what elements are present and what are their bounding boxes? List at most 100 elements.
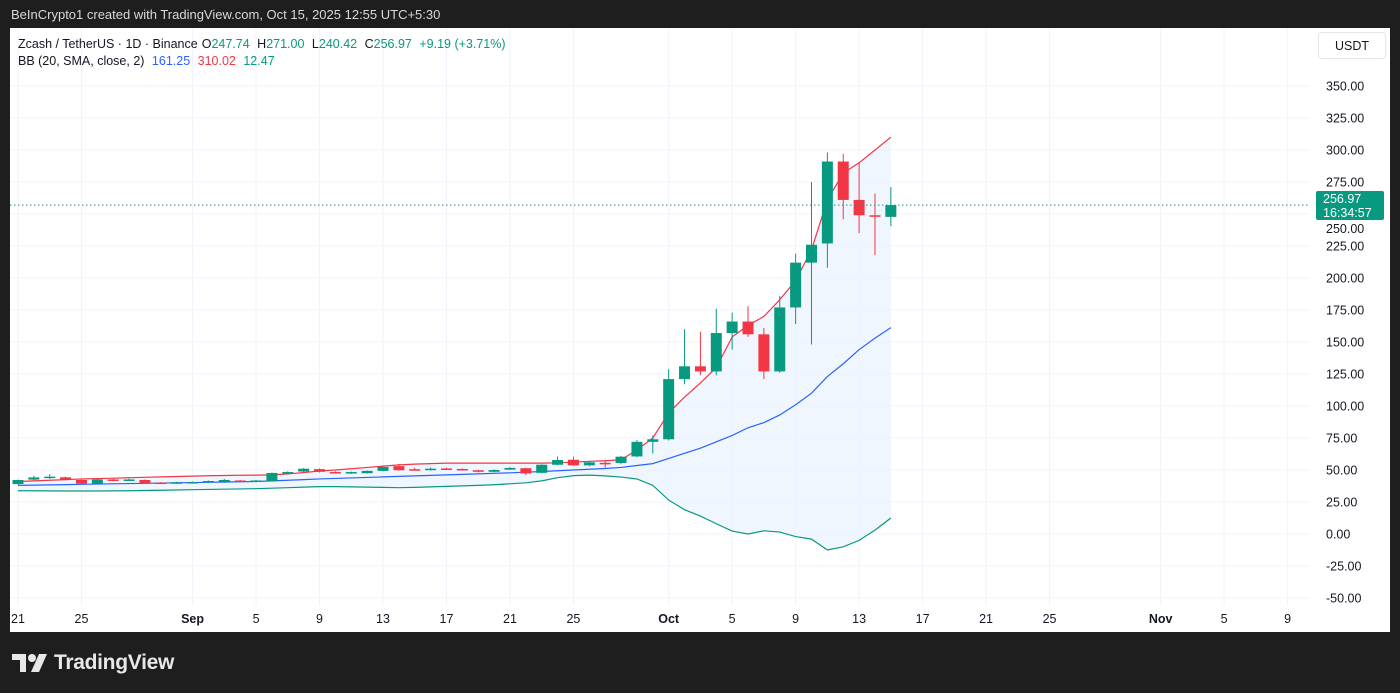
y-tick-label: 50.00 bbox=[1326, 464, 1357, 478]
last-price-label: 256.97 16:34:57 bbox=[1316, 191, 1384, 221]
candle-body bbox=[60, 477, 72, 480]
candle bbox=[869, 193, 881, 255]
candle bbox=[774, 295, 786, 373]
candle-body bbox=[615, 456, 627, 463]
close-label: C bbox=[364, 37, 374, 51]
candle bbox=[314, 468, 326, 473]
candle-body bbox=[409, 469, 421, 471]
candle bbox=[440, 467, 452, 470]
indicator-name[interactable]: BB (20, SMA, close, 2) bbox=[18, 54, 145, 68]
candle bbox=[298, 467, 310, 473]
x-tick-label: Sep bbox=[181, 612, 204, 626]
candle bbox=[520, 467, 532, 476]
x-tick-label: 25 bbox=[75, 612, 89, 626]
candle-body bbox=[488, 470, 500, 472]
y-tick-label: 0.00 bbox=[1326, 528, 1350, 542]
y-tick-label: 200.00 bbox=[1326, 272, 1364, 286]
candle-body bbox=[123, 479, 135, 481]
candle-body bbox=[155, 482, 167, 485]
close-value: 256.97 bbox=[373, 37, 412, 51]
candle bbox=[329, 471, 341, 474]
candle bbox=[361, 470, 373, 474]
candle-body bbox=[314, 469, 326, 472]
candle-body bbox=[456, 468, 468, 471]
candle-body bbox=[202, 481, 214, 483]
candle-body bbox=[107, 479, 119, 481]
candle bbox=[139, 479, 151, 484]
price-chart[interactable]: 350.00325.00300.00275.00250.00225.00200.… bbox=[10, 28, 1390, 632]
bollinger-band-fill bbox=[18, 137, 891, 550]
y-tick-label: 350.00 bbox=[1326, 80, 1364, 94]
bb-lower-value: 12.47 bbox=[243, 54, 275, 68]
candle bbox=[472, 469, 484, 473]
candle-body bbox=[187, 482, 199, 484]
candle bbox=[536, 464, 548, 474]
x-tick-label: 9 bbox=[792, 612, 799, 626]
candle bbox=[282, 471, 294, 474]
candle-body bbox=[663, 379, 675, 440]
y-tick-label: 325.00 bbox=[1326, 112, 1364, 126]
high-value: 271.00 bbox=[266, 37, 305, 51]
y-tick-label: 100.00 bbox=[1326, 400, 1364, 414]
candle bbox=[821, 152, 833, 268]
candle-body bbox=[12, 479, 24, 485]
x-tick-label: 13 bbox=[376, 612, 390, 626]
high-label: H bbox=[257, 37, 267, 51]
candle bbox=[91, 478, 103, 485]
bb-upper-value: 310.02 bbox=[197, 54, 236, 68]
candle bbox=[123, 478, 135, 481]
x-tick-label: 9 bbox=[316, 612, 323, 626]
candle bbox=[552, 456, 564, 466]
candle-body bbox=[536, 464, 548, 473]
candle-body bbox=[329, 472, 341, 474]
candle bbox=[790, 253, 802, 325]
y-tick-label: 125.00 bbox=[1326, 368, 1364, 382]
candle-body bbox=[552, 460, 564, 465]
chart-panel[interactable]: 350.00 325.00 300.00 275.00 250.00 225.00 200.… bbox=[10, 28, 1390, 632]
low-label: L bbox=[311, 37, 319, 51]
candle bbox=[218, 478, 230, 483]
candle-body bbox=[821, 161, 833, 244]
candle-body bbox=[599, 462, 611, 465]
indicator-legend: BB (20, SMA, close, 2) 161.25 310.02 12.… bbox=[18, 53, 510, 70]
candle-body bbox=[806, 244, 817, 263]
tradingview-logo[interactable]: TradingView bbox=[12, 651, 174, 675]
candle bbox=[75, 479, 87, 485]
x-tick-label: 21 bbox=[503, 612, 517, 626]
candle-body bbox=[631, 441, 643, 457]
candle bbox=[837, 153, 849, 220]
y-tick-label: 250.00 bbox=[1326, 222, 1364, 236]
symbol-title[interactable]: Zcash / TetherUS · 1D · Binance bbox=[18, 37, 198, 51]
y-tick-label: 75.00 bbox=[1326, 432, 1357, 446]
candle bbox=[615, 455, 627, 465]
candle bbox=[456, 468, 468, 471]
candle bbox=[409, 467, 421, 471]
candle bbox=[266, 472, 278, 482]
candle-body bbox=[28, 477, 40, 480]
candle-body bbox=[647, 439, 659, 442]
candle-body bbox=[583, 462, 595, 466]
candle bbox=[377, 466, 389, 472]
candle bbox=[679, 329, 691, 385]
candle bbox=[647, 435, 659, 454]
candle bbox=[44, 474, 56, 479]
currency-unit-button[interactable]: USDT bbox=[1318, 32, 1386, 59]
candle bbox=[806, 182, 817, 345]
candle bbox=[202, 480, 214, 483]
candle bbox=[710, 308, 722, 376]
candle bbox=[853, 162, 865, 234]
candle bbox=[631, 440, 643, 458]
candle bbox=[599, 459, 611, 468]
candle-body bbox=[472, 470, 484, 472]
candle bbox=[488, 469, 500, 473]
candle-body bbox=[361, 470, 373, 474]
x-tick-label: 17 bbox=[440, 612, 454, 626]
candle bbox=[758, 327, 770, 380]
candle bbox=[234, 479, 246, 482]
x-tick-label: 5 bbox=[253, 612, 260, 626]
candle-body bbox=[425, 468, 437, 471]
candle-body bbox=[266, 472, 278, 482]
candle-body bbox=[837, 161, 849, 200]
brand-name: TradingView bbox=[54, 651, 175, 674]
y-tick-label: 275.00 bbox=[1326, 176, 1364, 190]
